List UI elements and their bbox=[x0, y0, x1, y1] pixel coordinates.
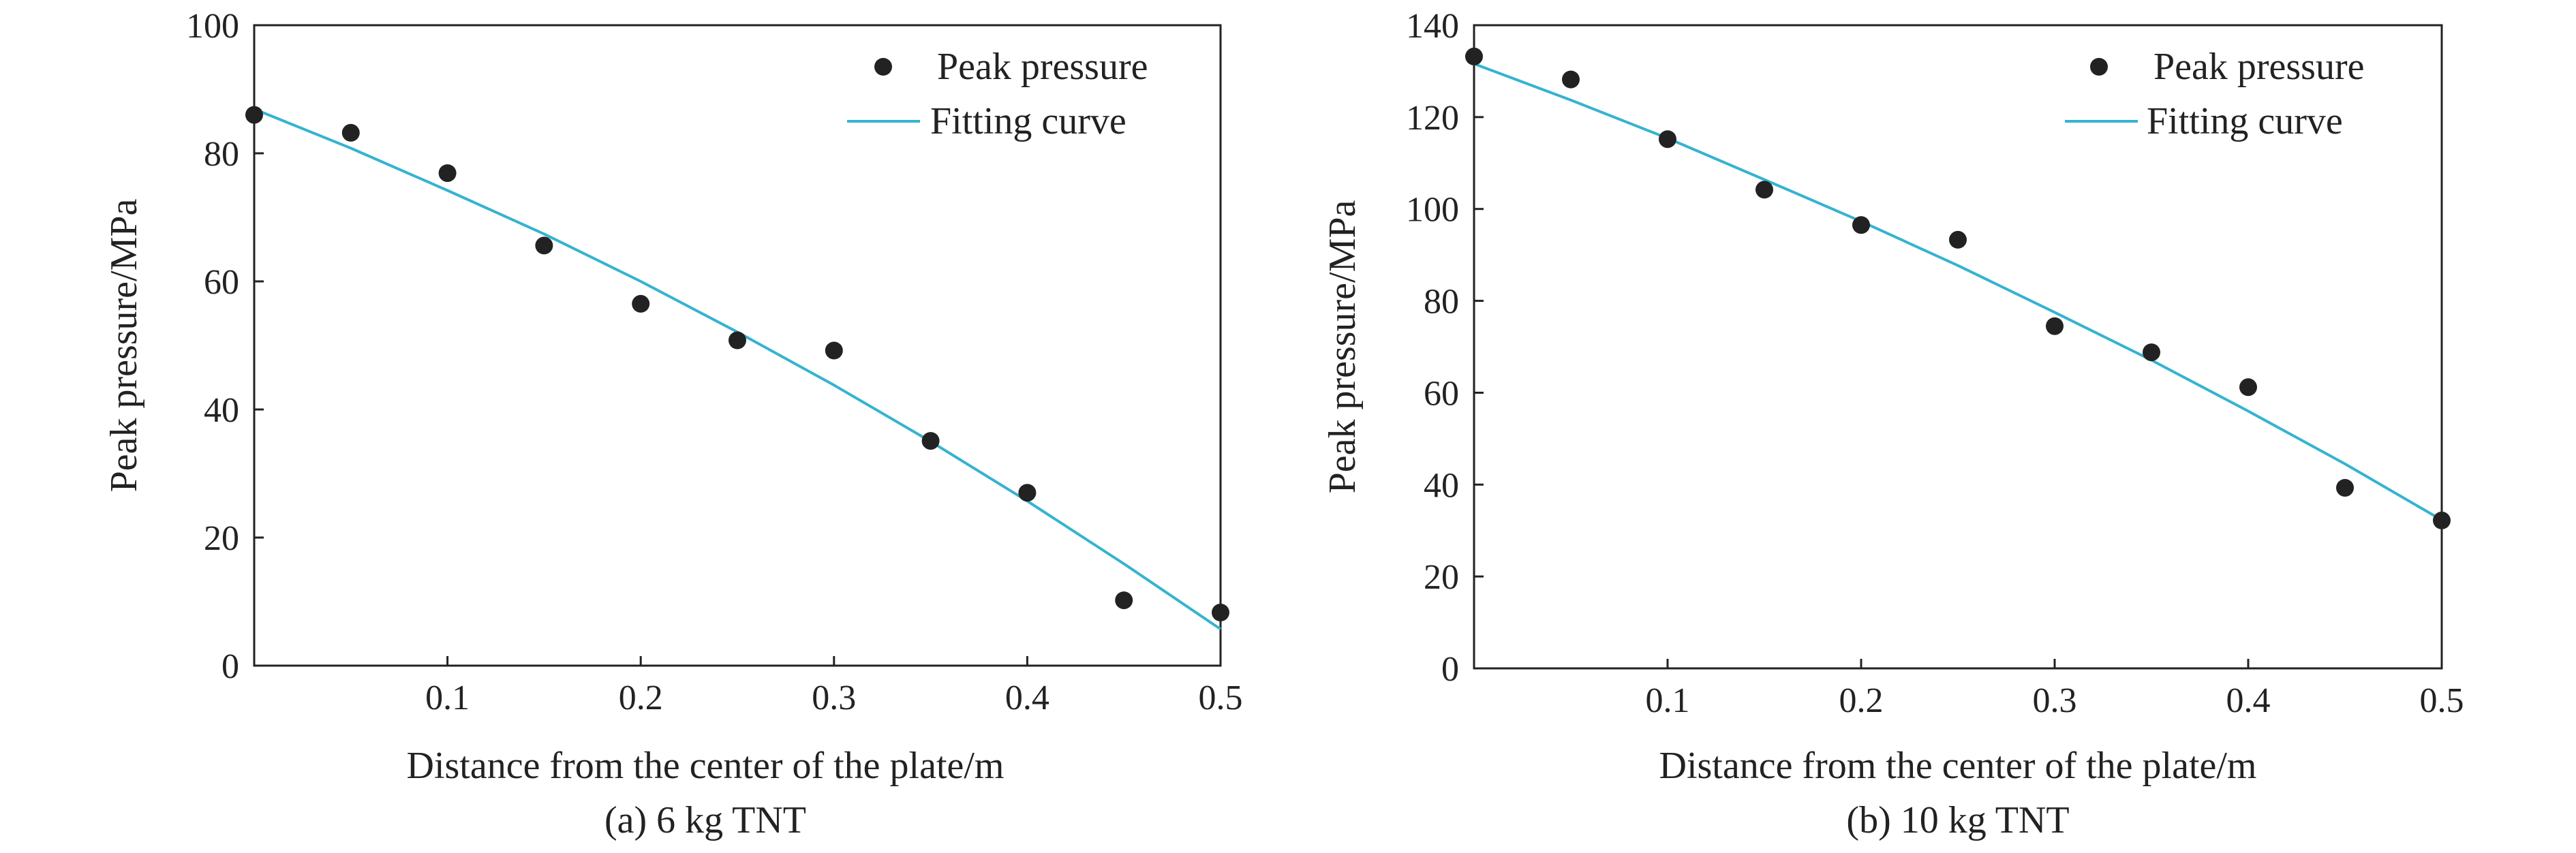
y-tick-label: 20 bbox=[1424, 558, 1459, 597]
legend-label-peak-pressure: Peak pressure bbox=[937, 46, 1148, 88]
y-tick-label: 60 bbox=[1424, 374, 1459, 413]
legend-marker-scatter bbox=[2090, 58, 2108, 76]
data-marks bbox=[245, 106, 1229, 631]
data-point bbox=[1562, 70, 1580, 89]
data-point bbox=[825, 341, 843, 360]
axis-ticks: 0.1 0.2 0.3 0.4 0.5 0 20 40 60 80 100 120 140 bbox=[1406, 7, 2464, 720]
y-axis-label: Peak pressure/MPa bbox=[103, 198, 145, 492]
data-point bbox=[1465, 47, 1483, 65]
legend-label-fitting-curve: Fitting curve bbox=[2147, 100, 2343, 142]
data-point bbox=[921, 432, 940, 450]
x-tick-label: 0.2 bbox=[1839, 681, 1884, 720]
data-point bbox=[2336, 479, 2354, 497]
y-tick-label: 40 bbox=[204, 391, 239, 430]
data-point bbox=[245, 106, 263, 124]
plot-frame bbox=[253, 24, 1222, 667]
x-tick-label: 0.1 bbox=[425, 679, 470, 717]
x-tick-label: 0.3 bbox=[2033, 681, 2077, 720]
data-point bbox=[729, 331, 746, 350]
legend: Peak pressure Fitting curve bbox=[847, 46, 1148, 142]
y-tick-label: 100 bbox=[186, 7, 239, 46]
fitting-curve-line bbox=[1473, 62, 2443, 521]
y-tick-label: 60 bbox=[204, 263, 239, 302]
panel-caption: (b) 10 kg TNT bbox=[1846, 799, 2069, 841]
data-marks bbox=[1465, 47, 2451, 529]
data-point bbox=[1755, 181, 1773, 199]
data-point bbox=[341, 123, 360, 142]
data-point bbox=[1949, 230, 1967, 249]
axis-ticks: 0.1 0.2 0.3 0.4 0.5 0 20 40 60 80 100 bbox=[186, 7, 1243, 717]
y-tick-label: 0 bbox=[1441, 650, 1459, 689]
data-point bbox=[535, 236, 553, 255]
data-point bbox=[438, 164, 457, 183]
x-tick-label: 0.3 bbox=[812, 679, 856, 717]
y-tick-label: 80 bbox=[1424, 283, 1459, 322]
x-tick-label: 0.5 bbox=[2420, 681, 2464, 720]
x-tick-label: 0.1 bbox=[1646, 681, 1690, 720]
y-tick-label: 100 bbox=[1406, 191, 1459, 230]
plot-frame bbox=[1473, 24, 2443, 670]
data-point bbox=[2433, 511, 2451, 529]
x-tick-label: 0.4 bbox=[2226, 681, 2271, 720]
data-point bbox=[632, 294, 650, 313]
x-tick-label: 0.5 bbox=[1199, 679, 1243, 717]
panel-caption: (a) 6 kg TNT bbox=[604, 799, 806, 841]
data-point bbox=[2239, 378, 2257, 397]
legend-label-peak-pressure: Peak pressure bbox=[2153, 46, 2364, 88]
panel-a: Peak pressure/MPa Distance from the cent… bbox=[103, 7, 1243, 841]
y-tick-label: 80 bbox=[204, 135, 239, 174]
data-point bbox=[1852, 216, 1870, 234]
panel-b: Peak pressure/MPa Distance from the cent… bbox=[1321, 7, 2464, 841]
y-axis-label: Peak pressure/MPa bbox=[1321, 200, 1364, 493]
y-tick-label: 140 bbox=[1406, 7, 1459, 46]
x-tick-label: 0.4 bbox=[1005, 679, 1049, 717]
data-point bbox=[1659, 130, 1676, 149]
legend-label-fitting-curve: Fitting curve bbox=[930, 100, 1126, 142]
legend: Peak pressure Fitting curve bbox=[2065, 46, 2364, 142]
y-tick-label: 20 bbox=[204, 519, 239, 558]
data-point bbox=[2046, 317, 2064, 335]
y-tick-label: 120 bbox=[1406, 99, 1459, 138]
data-point bbox=[1115, 591, 1133, 610]
y-tick-label: 0 bbox=[221, 647, 239, 686]
fitting-curve-line bbox=[254, 108, 1222, 631]
x-axis-label: Distance from the center of the plate/m bbox=[1659, 745, 2257, 787]
data-point bbox=[1212, 604, 1229, 621]
x-axis-label: Distance from the center of the plate/m bbox=[407, 745, 1005, 787]
y-tick-label: 40 bbox=[1424, 466, 1459, 505]
x-tick-label: 0.2 bbox=[619, 679, 663, 717]
data-point bbox=[2143, 343, 2160, 362]
legend-marker-scatter bbox=[874, 58, 892, 76]
data-point bbox=[1018, 484, 1037, 502]
